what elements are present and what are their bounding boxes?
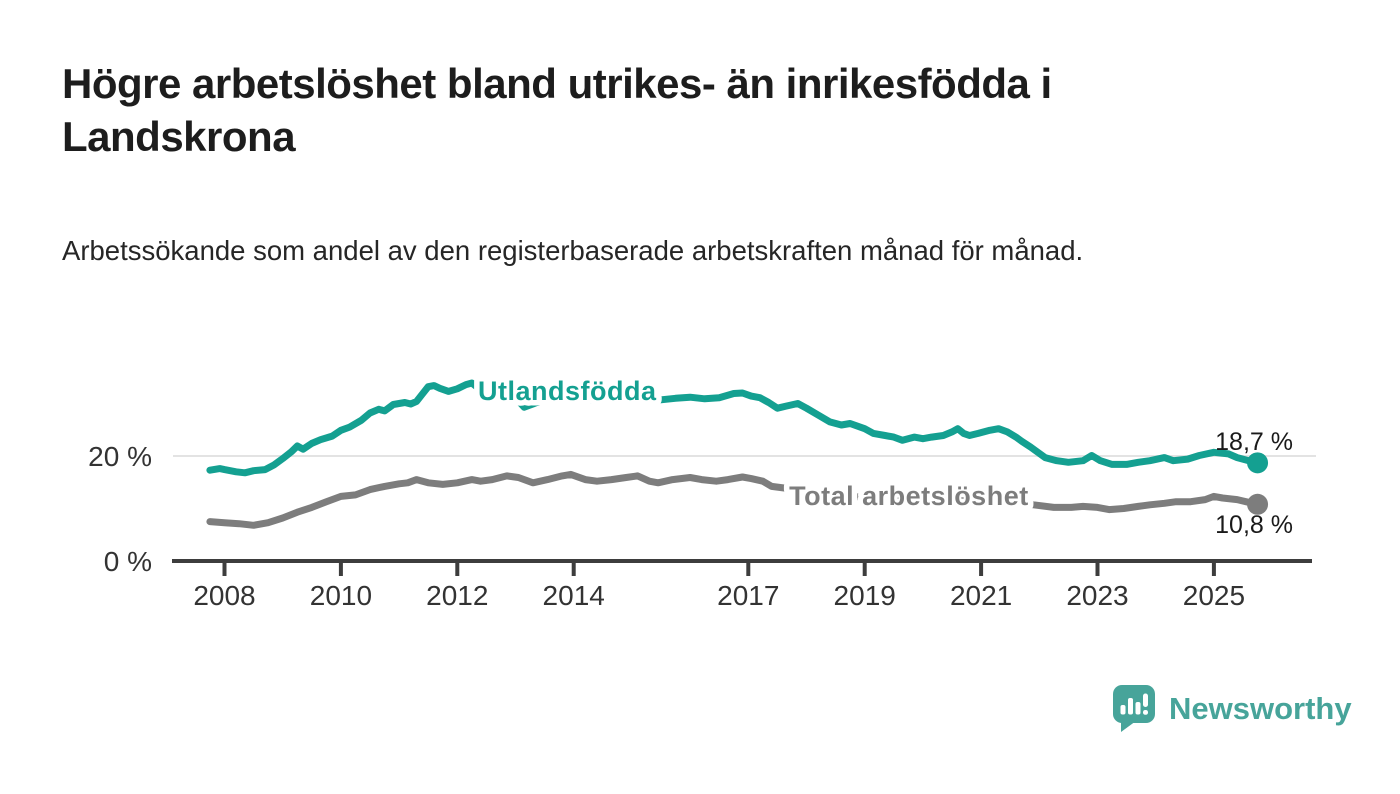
x-axis-tick-label-2017: 2017	[717, 580, 779, 611]
series-line-utlandsfodda	[206, 379, 1261, 477]
x-axis-tick-label-2008: 2008	[193, 580, 255, 611]
x-axis-tick-label-2021: 2021	[950, 580, 1012, 611]
x-axis-tick-label-2014: 2014	[543, 580, 605, 611]
x-axis-tick-label-2019: 2019	[834, 580, 896, 611]
newsworthy-icon	[1113, 685, 1155, 732]
end-dot-total	[1247, 493, 1269, 515]
end-value-label-utlandsfodda: 18,7 %	[1215, 428, 1293, 456]
page-title: Högre arbetslöshet bland utrikes- än inr…	[62, 60, 1052, 160]
x-axis-tick-label-2010: 2010	[310, 580, 372, 611]
end-dot-utlandsfodda	[1247, 452, 1269, 474]
y-axis-label-0: 0 %	[104, 546, 152, 577]
series-line-total	[206, 470, 1261, 529]
newsworthy-logo: Newsworthy	[1112, 684, 1352, 733]
end-value-label-total: 10,8 %	[1215, 511, 1293, 539]
x-axis-tick-label-2012: 2012	[426, 580, 488, 611]
series-label-total: Total arbetslöshet	[789, 481, 1029, 511]
newsworthy-wordmark: Newsworthy	[1169, 690, 1352, 726]
page-subtitle: Arbetssökande som andel av den registerb…	[62, 235, 1084, 266]
series-label-utlandsfodda: Utlandsfödda	[478, 376, 657, 406]
x-axis-tick-label-2025: 2025	[1183, 580, 1245, 611]
x-axis-tick-label-2023: 2023	[1066, 580, 1128, 611]
y-axis-label-20: 20 %	[88, 441, 152, 472]
